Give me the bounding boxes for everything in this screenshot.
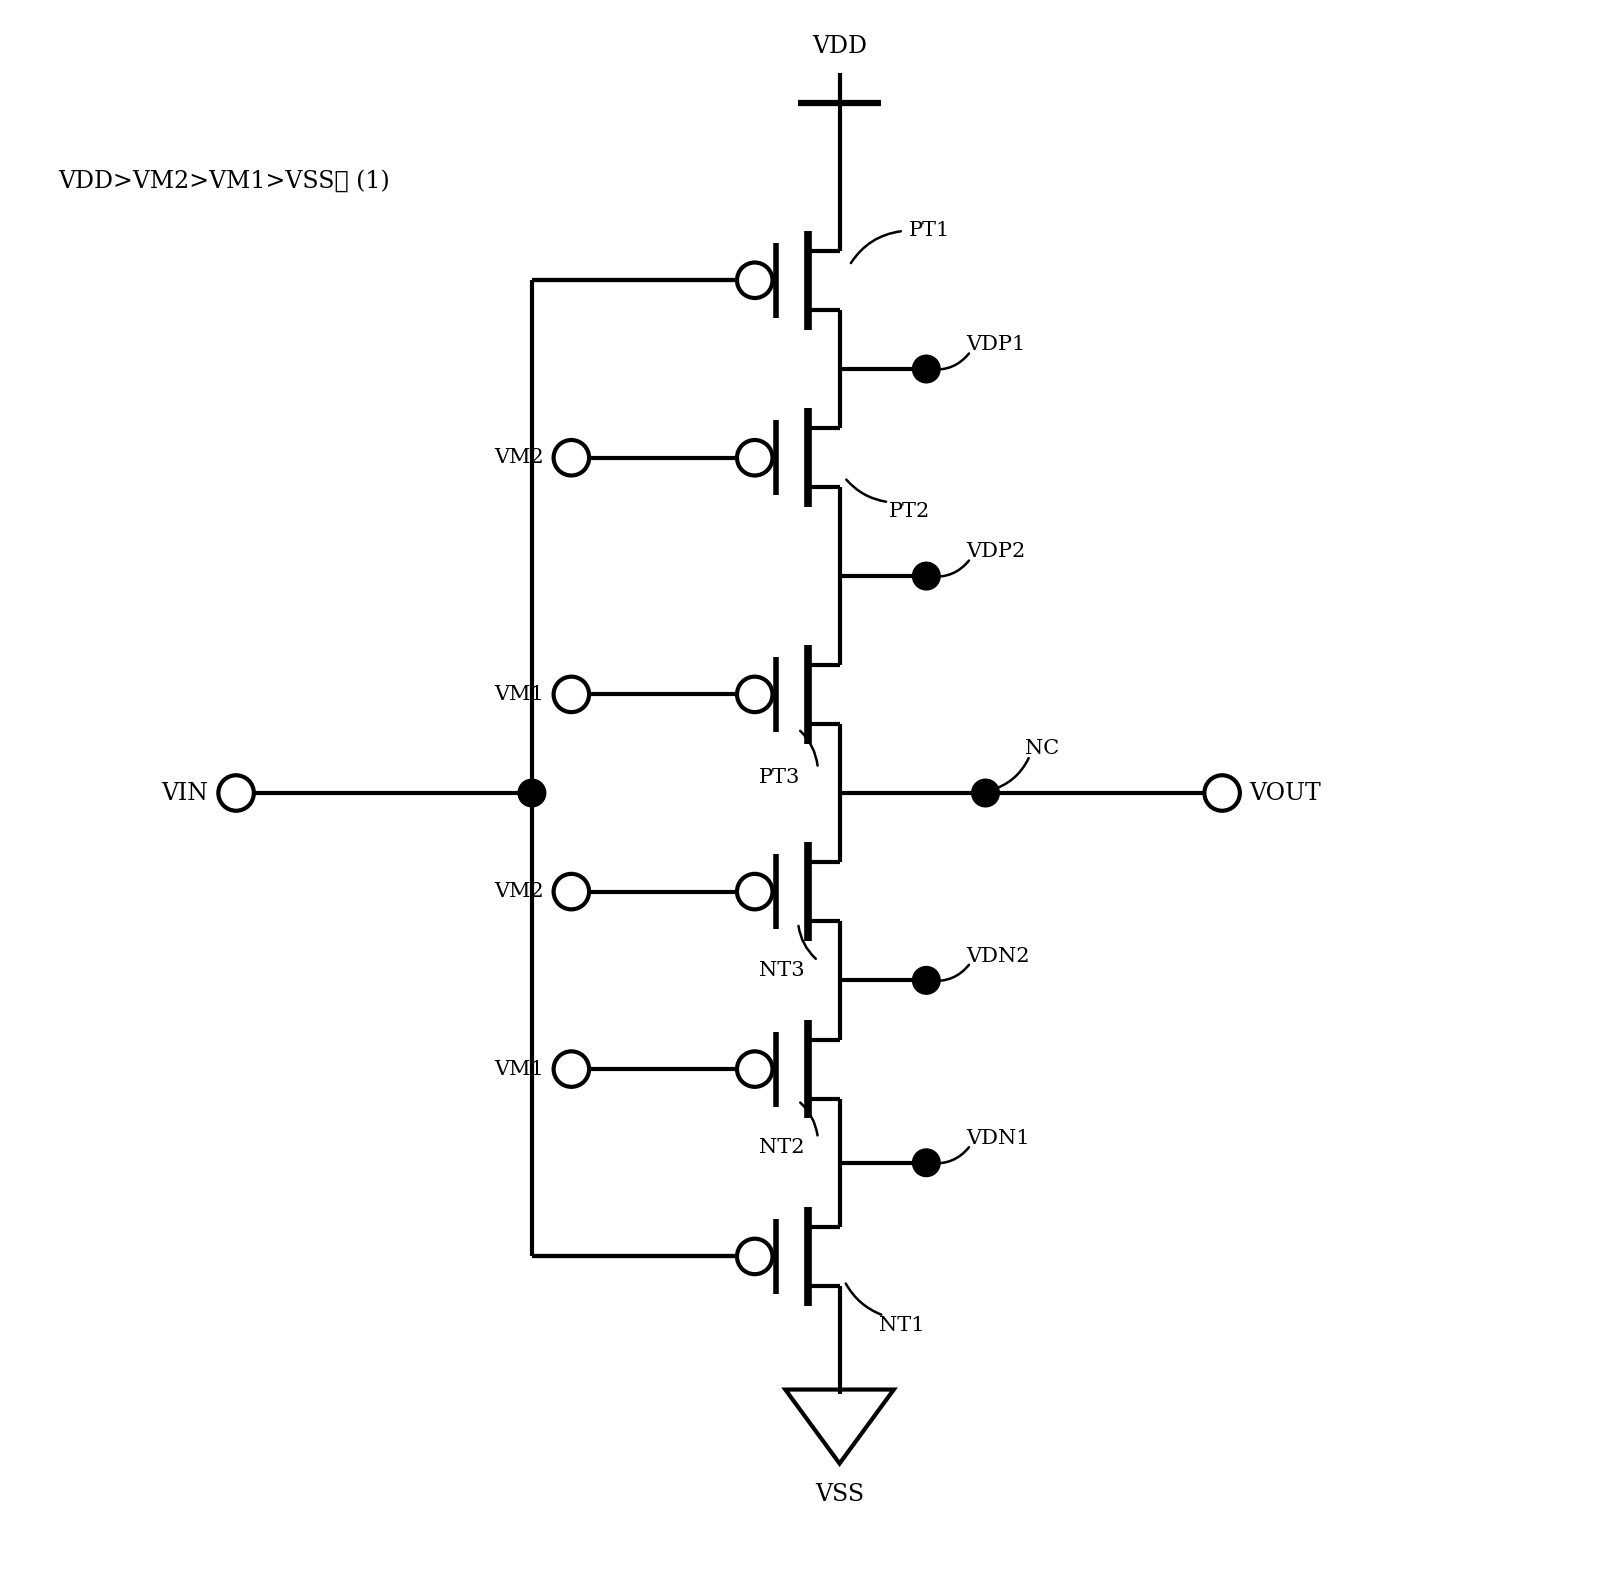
- Circle shape: [913, 966, 941, 994]
- Text: VSS: VSS: [814, 1483, 865, 1507]
- Circle shape: [1204, 776, 1239, 810]
- Text: VM2: VM2: [494, 449, 543, 468]
- Text: NC: NC: [1025, 739, 1058, 758]
- Text: NT2: NT2: [758, 1139, 805, 1158]
- Circle shape: [554, 1052, 590, 1086]
- Text: VDN1: VDN1: [966, 1129, 1029, 1148]
- Text: VOUT: VOUT: [1249, 782, 1322, 804]
- Text: VDN2: VDN2: [966, 947, 1029, 966]
- Text: VDD: VDD: [813, 35, 868, 59]
- Circle shape: [913, 563, 941, 590]
- Text: PT2: PT2: [889, 503, 931, 522]
- Circle shape: [218, 776, 254, 810]
- Text: PT1: PT1: [908, 222, 950, 241]
- Circle shape: [554, 439, 590, 476]
- Text: VDP2: VDP2: [966, 542, 1025, 561]
- Text: VDD>VM2>VM1>VSS⋯ (1): VDD>VM2>VM1>VSS⋯ (1): [58, 170, 391, 193]
- Circle shape: [737, 1239, 772, 1274]
- Circle shape: [737, 1052, 772, 1086]
- Circle shape: [519, 779, 546, 807]
- Text: VM1: VM1: [494, 685, 543, 704]
- Circle shape: [737, 439, 772, 476]
- Text: VDP1: VDP1: [966, 335, 1025, 354]
- Circle shape: [554, 677, 590, 712]
- Circle shape: [913, 355, 941, 382]
- Text: NT1: NT1: [879, 1316, 924, 1334]
- Text: VM2: VM2: [494, 882, 543, 901]
- Circle shape: [554, 874, 590, 909]
- Text: VM1: VM1: [494, 1059, 543, 1078]
- Circle shape: [737, 677, 772, 712]
- Text: NT3: NT3: [758, 961, 805, 980]
- Circle shape: [971, 779, 999, 807]
- Circle shape: [737, 874, 772, 909]
- Text: VIN: VIN: [162, 782, 208, 804]
- Circle shape: [737, 263, 772, 298]
- Text: PT3: PT3: [758, 768, 800, 787]
- Circle shape: [913, 1148, 941, 1177]
